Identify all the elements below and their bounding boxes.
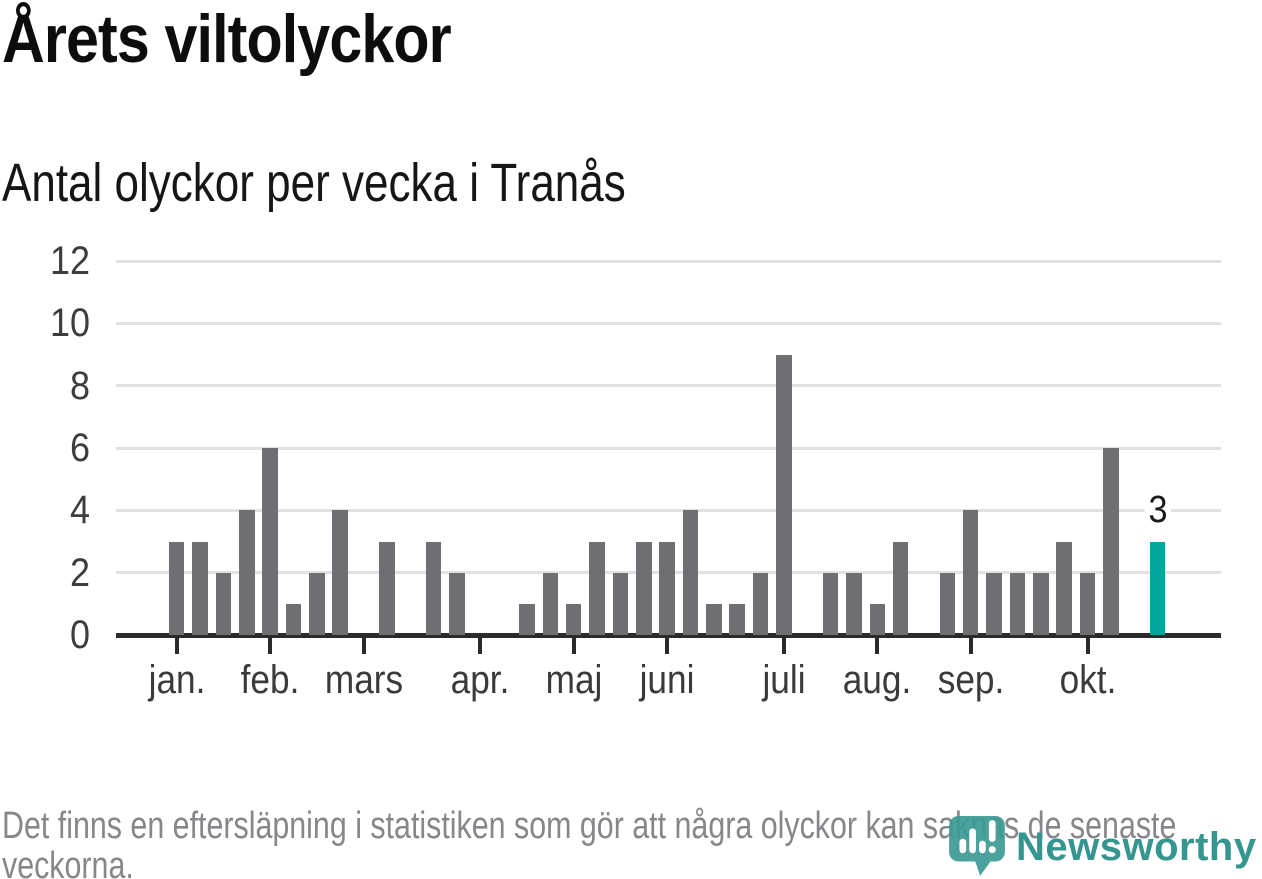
month-label: feb. — [240, 658, 300, 702]
bar — [1079, 572, 1096, 635]
bar — [1009, 572, 1026, 635]
x-axis-tick — [361, 638, 366, 654]
y-axis-label: 10 — [49, 301, 90, 346]
y-axis-label: 2 — [69, 550, 90, 595]
bar — [449, 572, 465, 635]
bar — [939, 572, 956, 635]
bar — [892, 541, 909, 635]
month-label: mars — [324, 658, 403, 702]
y-axis-label: 12 — [49, 239, 90, 283]
bar — [285, 603, 302, 635]
bar — [519, 603, 535, 635]
bar — [822, 572, 839, 635]
newsworthy-pin-icon — [949, 816, 1005, 876]
bar — [636, 541, 652, 635]
x-axis-line — [116, 633, 1221, 638]
month-label: sep. — [937, 658, 1004, 702]
x-axis-tick — [174, 638, 179, 654]
bar — [682, 510, 699, 635]
bar — [192, 541, 208, 635]
bar — [168, 541, 185, 635]
bar — [1103, 448, 1119, 635]
bar — [239, 510, 255, 635]
month-label: jan. — [148, 658, 206, 702]
bar-chart: 0 2 4 6 8 10 12 jan. feb. mars apr. maj juni juli aug.… — [49, 239, 1221, 702]
x-axis-tick — [268, 638, 273, 654]
bar — [846, 572, 862, 635]
gridline — [116, 321, 1221, 325]
bar — [729, 603, 745, 635]
bar — [752, 572, 769, 635]
page-title: Årets viltolyckor — [2, 1, 452, 77]
bar — [565, 603, 582, 635]
bar — [542, 572, 559, 635]
bar — [986, 572, 1002, 635]
chart-subtitle: Antal olyckor per vecka i Tranås — [2, 153, 626, 213]
bar — [332, 510, 348, 635]
bar — [776, 354, 792, 635]
bar — [869, 603, 886, 635]
bar — [425, 541, 442, 635]
newsworthy-logo: Newsworthy — [948, 815, 1257, 879]
bar — [262, 448, 278, 635]
x-axis-tick — [781, 638, 786, 654]
bar — [379, 541, 395, 635]
gridline — [116, 446, 1221, 450]
x-axis-tick — [1085, 638, 1090, 654]
month-label: juli — [762, 658, 806, 702]
bar — [962, 510, 979, 635]
y-axis-label: 0 — [69, 613, 90, 657]
bar — [659, 541, 675, 635]
highlight-value-label: 3 — [1144, 490, 1171, 530]
month-label: aug. — [843, 658, 912, 702]
gridline — [116, 384, 1221, 388]
bar — [1033, 572, 1049, 635]
x-axis-tick — [571, 638, 576, 654]
bar — [215, 572, 232, 635]
month-label: okt. — [1059, 658, 1116, 702]
x-axis-tick — [478, 638, 483, 654]
month-label: maj — [545, 658, 603, 702]
y-axis-label: 8 — [69, 363, 90, 408]
y-axis-label: 6 — [69, 426, 90, 470]
bar — [309, 572, 325, 635]
bar — [589, 541, 605, 635]
x-axis-tick — [875, 638, 880, 654]
month-label: juni — [639, 658, 695, 702]
gridline — [116, 259, 1221, 263]
x-axis-tick — [665, 638, 670, 654]
newsworthy-wordmark: Newsworthy — [1016, 824, 1257, 869]
highlight-bar — [1149, 541, 1166, 635]
bar — [612, 572, 629, 635]
y-axis-label: 4 — [69, 488, 90, 533]
bar — [706, 603, 722, 635]
x-axis-tick — [968, 638, 973, 654]
month-label: apr. — [450, 658, 510, 702]
bar — [1056, 541, 1072, 635]
gridline — [116, 508, 1221, 512]
